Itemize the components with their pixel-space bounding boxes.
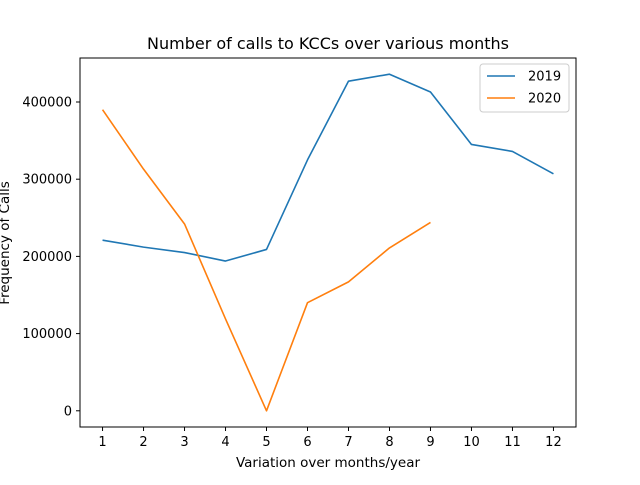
y-tick-label: 400000	[22, 96, 72, 111]
legend-label-2019: 2019	[528, 70, 561, 85]
y-axis-ticks: 0 100000 200000 300000 400000	[22, 96, 80, 419]
x-tick-label: 5	[262, 435, 270, 450]
x-axis-ticks: 1 2 3 4 5 6 7 8 9 10 11 12	[98, 427, 562, 450]
chart-title: Number of calls to KCCs over various mon…	[147, 34, 509, 53]
x-tick-label: 10	[463, 435, 480, 450]
x-tick-label: 12	[545, 435, 562, 450]
y-axis-title: Frequency of Calls	[0, 181, 13, 305]
plot-area	[80, 58, 576, 427]
x-tick-label: 4	[221, 435, 229, 450]
y-tick-label: 0	[64, 404, 72, 419]
series-layer	[101, 73, 554, 412]
x-tick-label: 9	[426, 435, 434, 450]
legend: 2019 2020	[479, 63, 570, 113]
x-tick-label: 6	[303, 435, 311, 450]
y-tick-label: 200000	[22, 250, 72, 265]
series-line-2019	[102, 73, 554, 262]
series-line-2020	[101, 109, 431, 412]
x-tick-label: 7	[344, 435, 352, 450]
x-tick-label: 8	[385, 435, 393, 450]
legend-label-2020: 2020	[528, 92, 561, 107]
y-tick-label: 300000	[22, 173, 72, 188]
y-tick-label: 100000	[22, 327, 72, 342]
x-tick-label: 2	[139, 435, 147, 450]
plot-frame	[79, 57, 577, 428]
x-tick-label: 1	[98, 435, 106, 450]
x-tick-label: 3	[180, 435, 188, 450]
x-axis-title: Variation over months/year	[236, 455, 421, 471]
x-tick-label: 11	[504, 435, 521, 450]
